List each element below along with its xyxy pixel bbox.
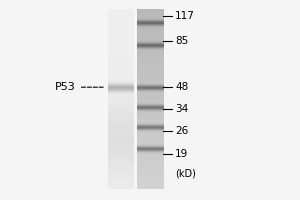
Text: 48: 48 bbox=[175, 82, 188, 92]
Text: 26: 26 bbox=[175, 126, 188, 136]
Text: 34: 34 bbox=[175, 104, 188, 114]
Text: 85: 85 bbox=[175, 36, 188, 46]
Text: 19: 19 bbox=[175, 149, 188, 159]
Text: P53: P53 bbox=[55, 82, 76, 92]
Text: 117: 117 bbox=[175, 11, 195, 21]
Text: (kD): (kD) bbox=[175, 169, 196, 179]
